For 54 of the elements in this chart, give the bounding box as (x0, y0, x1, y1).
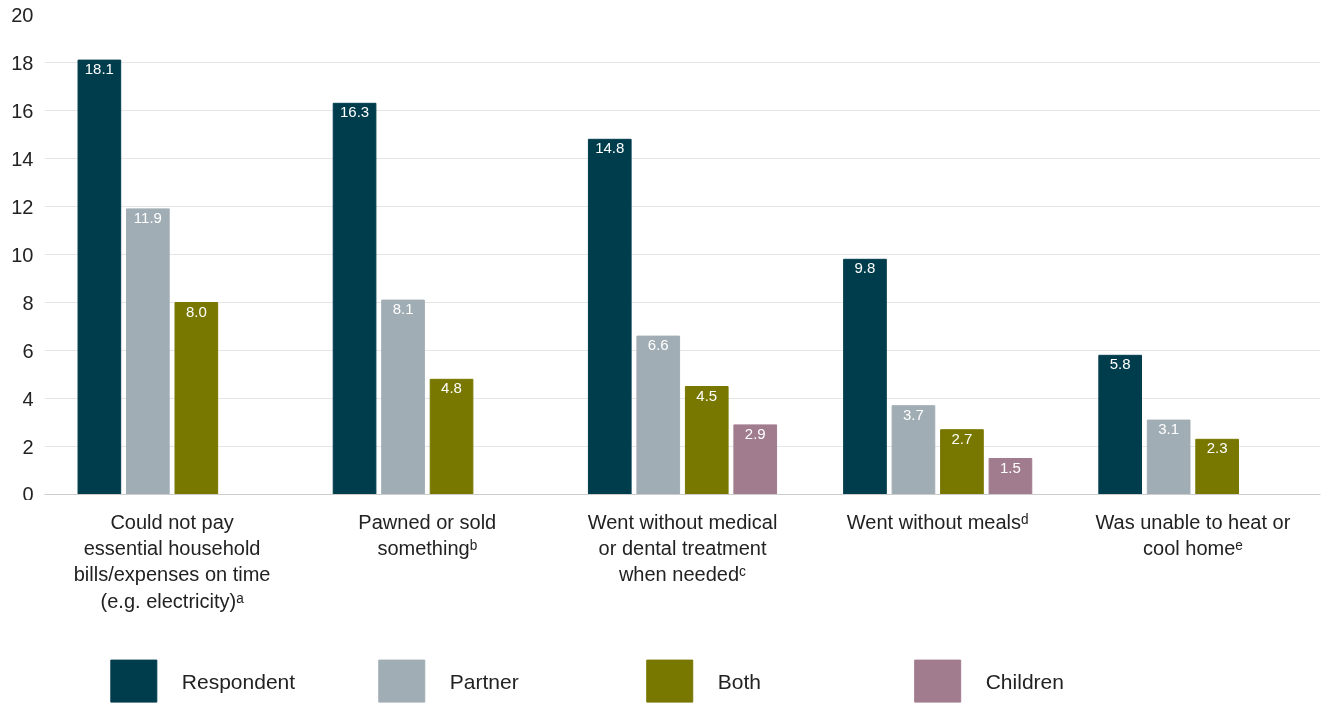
y-tick-label: 2 (22, 435, 34, 458)
bar (1195, 438, 1239, 495)
bar (636, 335, 681, 495)
data-label: 2.9 (744, 424, 766, 442)
data-label: 1.5 (1000, 458, 1021, 476)
y-tick-label: 12 (11, 195, 34, 218)
data-label: 14.8 (595, 139, 625, 157)
x-tick-label: Could not pay essential household bills/expenses on time (e.g. electricity)ᵃ (73, 510, 271, 612)
legend-label: Partner (449, 669, 519, 693)
bar (77, 59, 122, 495)
bar (1098, 354, 1142, 495)
bar (733, 424, 778, 495)
data-label: 6.6 (647, 336, 669, 354)
data-label: 5.8 (1109, 355, 1131, 373)
legend-label: Children (985, 669, 1064, 693)
data-label: 16.3 (339, 103, 370, 121)
bar (940, 429, 984, 495)
data-label: 4.8 (441, 379, 462, 397)
bar (684, 386, 729, 495)
data-label: 2.3 (1206, 439, 1228, 457)
y-tick-label: 18 (11, 51, 34, 74)
data-label: 8.0 (185, 302, 207, 320)
data-label: 8.1 (392, 300, 414, 318)
y-tick-label: 16 (11, 99, 34, 122)
bar (381, 299, 425, 495)
y-tick-label: 6 (22, 339, 34, 362)
bar (1146, 419, 1191, 495)
y-tick-label: 8 (22, 291, 34, 314)
data-label: 11.9 (133, 208, 162, 226)
data-label: 9.8 (854, 259, 876, 277)
bar (988, 458, 1033, 495)
bar (332, 102, 377, 495)
data-label: 18.1 (84, 60, 114, 78)
x-tick-label: Was unable to heat or cool homeᵉ (1095, 510, 1291, 559)
x-tick-label: Pawned or sold somethingᵇ (358, 510, 497, 559)
bar (429, 378, 474, 495)
bar (843, 258, 887, 495)
data-label: 3.1 (1158, 420, 1180, 438)
y-tick-label: 0 (22, 482, 34, 505)
bar (126, 208, 170, 495)
legend-label: Both (717, 669, 761, 693)
bar (891, 405, 936, 495)
y-tick-label: 10 (11, 243, 34, 266)
y-tick-label: 20 (11, 3, 34, 26)
data-label: 4.5 (696, 386, 718, 404)
data-label: 2.7 (951, 429, 973, 447)
data-label: 3.7 (903, 405, 924, 423)
x-tick-label: Went without medical or dental treatment when neededᶜ (587, 510, 778, 586)
y-tick-label: 14 (11, 147, 34, 170)
bar (174, 302, 219, 495)
y-tick-label: 4 (22, 387, 34, 410)
legend-label: Respondent (181, 669, 296, 693)
x-tick-label: Went without mealsᵈ (846, 510, 1029, 533)
bar (587, 138, 632, 495)
